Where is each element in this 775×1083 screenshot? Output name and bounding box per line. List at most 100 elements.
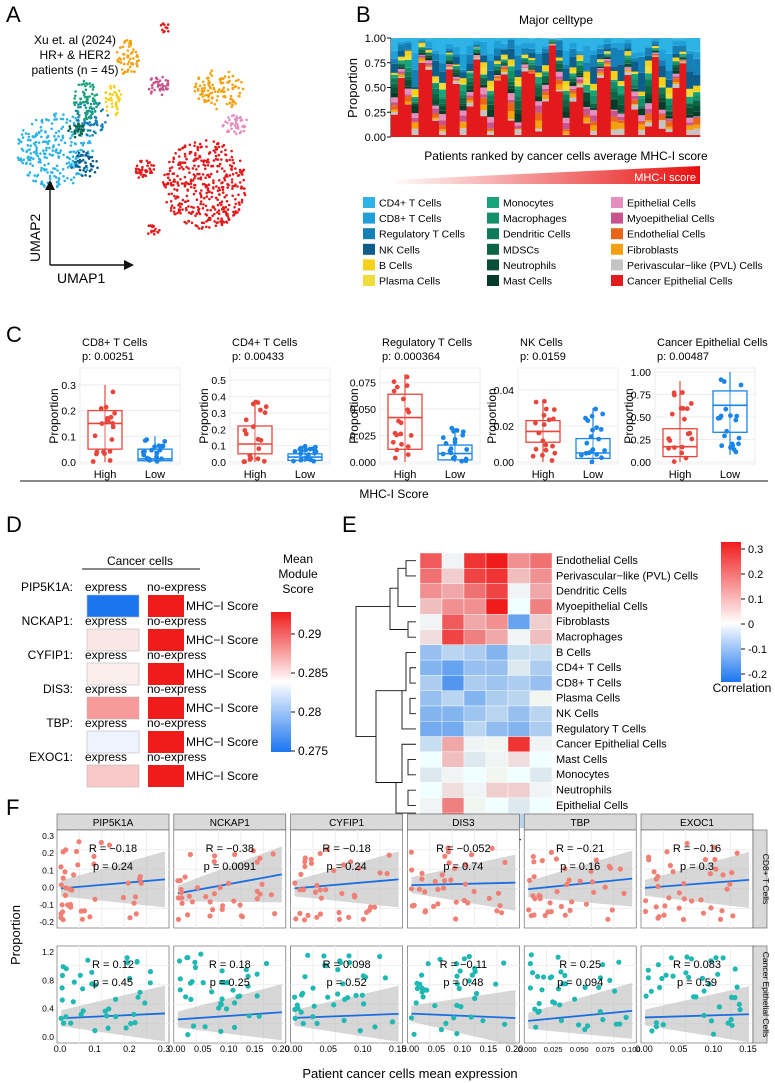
bar-segment — [638, 120, 646, 122]
bar-segment — [590, 115, 598, 122]
bar-segment — [610, 116, 618, 122]
bar-segment — [562, 117, 570, 123]
bar-segment — [651, 44, 660, 46]
umap-cell-point — [172, 210, 176, 213]
umap-cell-point — [51, 149, 55, 152]
umap-cell-point — [220, 158, 223, 161]
umap-cell-point — [65, 162, 69, 165]
scatter-point — [527, 961, 534, 967]
umap-cell-point — [208, 197, 211, 201]
bar-segment — [445, 58, 454, 60]
boxplot-point — [599, 455, 604, 461]
umap-cell-point — [161, 181, 165, 184]
scatter-point — [190, 1023, 197, 1029]
bar-segment — [500, 54, 509, 58]
heatmap-cell — [485, 690, 509, 707]
bar-segment — [679, 52, 687, 54]
bar-segment — [418, 62, 426, 137]
umap-cell-point — [67, 161, 71, 164]
scatter-point — [729, 870, 735, 876]
scatter-point — [419, 876, 425, 882]
legend-swatch — [363, 228, 375, 240]
bar-segment — [473, 50, 481, 52]
d-row-label: MHC−I Score — [186, 599, 259, 613]
umap-cell-point — [197, 97, 201, 100]
umap-cell-point — [202, 163, 205, 166]
umap-cell-point — [40, 169, 43, 172]
boxplot-point — [589, 448, 595, 454]
facet-strip-label: PIP5K1A — [93, 818, 134, 829]
umap-cell-point — [222, 86, 226, 90]
umap-cell-point — [87, 109, 90, 113]
e-colorbar-label: 0.1 — [748, 594, 763, 606]
bar-segment — [514, 89, 522, 97]
scatter-point — [257, 855, 263, 861]
bar-segment — [665, 87, 673, 94]
umap-cell-point — [73, 142, 77, 145]
bar-segment — [617, 112, 625, 114]
umap-cell-point — [240, 198, 244, 202]
boxplot-pvalue: p: 0.00433 — [232, 351, 284, 363]
umap-cell-point — [140, 159, 143, 163]
umap-cell-point — [35, 146, 38, 149]
umap-cell-point — [234, 202, 238, 206]
bar-segment — [569, 67, 577, 72]
bar-segment — [432, 76, 440, 79]
bar-segment — [645, 66, 653, 74]
umap-cell-point — [225, 102, 229, 106]
umap-cell-point — [204, 139, 208, 142]
scatter-point — [185, 954, 191, 961]
umap-cell-point — [211, 83, 214, 87]
facet-row-strip — [752, 945, 768, 1044]
umap-cell-point — [166, 176, 170, 179]
umap-cell-point — [115, 51, 119, 54]
e-colorbar-label: 0 — [748, 619, 754, 631]
umap-cell-point — [194, 154, 197, 157]
boxplot-point — [142, 438, 148, 443]
bar-segment — [590, 95, 598, 103]
umap-cell-point — [183, 220, 186, 224]
umap-cell-point — [104, 96, 108, 100]
bar-segment — [542, 46, 550, 49]
umap-cell-point — [168, 169, 172, 173]
bar-segment — [631, 58, 639, 62]
bar-segment — [555, 91, 563, 137]
scatter-point — [62, 869, 68, 875]
umap-cell-point — [217, 212, 221, 215]
scatter-point — [218, 1001, 224, 1007]
bar-segment — [555, 68, 563, 71]
umap-cell-point — [218, 179, 221, 182]
bar-segment — [425, 55, 433, 58]
umap-cell-point — [30, 122, 34, 126]
bar-segment — [665, 98, 673, 106]
facet-x-tick: 0.05 — [320, 1044, 338, 1054]
scatter-point — [223, 1006, 230, 1012]
bar-segment — [466, 77, 474, 82]
umap-cell-point — [186, 182, 189, 185]
bar-segment — [459, 83, 467, 85]
bar-segment — [583, 114, 591, 118]
scatter-point — [657, 984, 663, 991]
umap-cell-point — [116, 58, 120, 62]
bar-segment — [404, 101, 412, 105]
umap-cell-point — [171, 160, 175, 164]
boxplot-point — [98, 406, 104, 411]
bar-segment — [528, 38, 536, 43]
umap-cell-point — [231, 158, 234, 162]
bar-segment — [679, 62, 687, 64]
boxplot-point — [684, 406, 690, 412]
bar-title: Major celltype — [519, 13, 593, 27]
umap-title-line-2: HR+ & HER2 — [39, 48, 110, 62]
boxplot-point — [584, 440, 590, 446]
umap-cell-point — [70, 166, 73, 169]
bar-segment — [693, 111, 701, 117]
bar-segment — [658, 114, 666, 120]
legend-swatch — [363, 212, 375, 224]
umap-cell-point — [84, 153, 88, 157]
umap-cell-point — [122, 57, 126, 60]
umap-cell-point — [92, 107, 96, 110]
umap-cell-point — [72, 121, 76, 125]
scatter-point — [527, 877, 533, 884]
scatter-point — [588, 868, 594, 874]
bar-segment — [459, 72, 467, 79]
